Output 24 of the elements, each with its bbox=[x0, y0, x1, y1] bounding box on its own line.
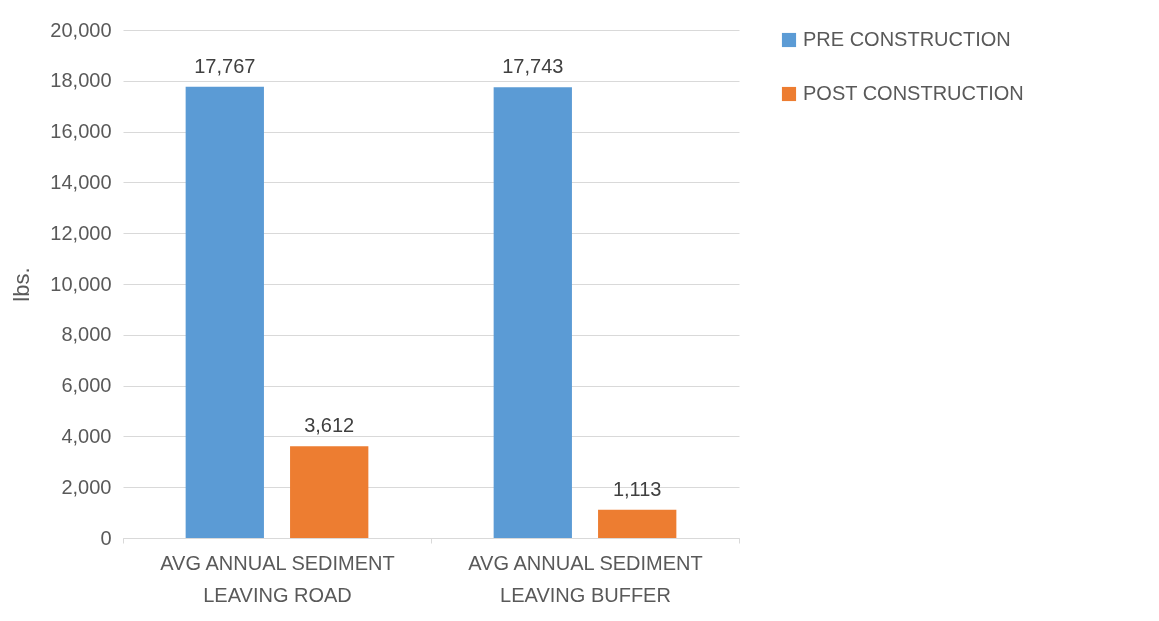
x-tick-label: AVG ANNUAL SEDIMENT LEAVING ROAD bbox=[160, 551, 395, 606]
y-tick-label: 14,000 bbox=[50, 170, 112, 193]
y-tick-label: 16,000 bbox=[50, 120, 112, 143]
legend-label: POST CONSTRUCTION bbox=[803, 82, 1024, 104]
y-tick-label: 4,000 bbox=[61, 424, 112, 447]
data-label: 17,767 bbox=[194, 54, 256, 77]
y-tick-label: 0 bbox=[100, 526, 112, 549]
y-tick-label: 6,000 bbox=[61, 374, 112, 397]
y-tick-label: 10,000 bbox=[50, 272, 112, 295]
y-axis-title: lbs. bbox=[9, 267, 35, 302]
y-tick-label: 8,000 bbox=[61, 323, 112, 346]
y-tick-label: 20,000 bbox=[50, 18, 112, 41]
bar bbox=[598, 509, 677, 538]
y-tick-label: 12,000 bbox=[50, 221, 112, 244]
legend-label: PRE CONSTRUCTION bbox=[803, 28, 1011, 50]
x-tick-label: AVG ANNUAL SEDIMENT LEAVING BUFFER bbox=[468, 551, 703, 606]
data-label: 17,743 bbox=[502, 55, 564, 78]
data-label: 1,113 bbox=[612, 477, 662, 500]
bar bbox=[185, 86, 264, 538]
bar bbox=[493, 87, 572, 538]
y-tick-label: 2,000 bbox=[61, 475, 112, 498]
data-label: 3,612 bbox=[304, 414, 355, 437]
bar bbox=[290, 446, 369, 538]
y-tick-label: 18,000 bbox=[50, 69, 112, 92]
